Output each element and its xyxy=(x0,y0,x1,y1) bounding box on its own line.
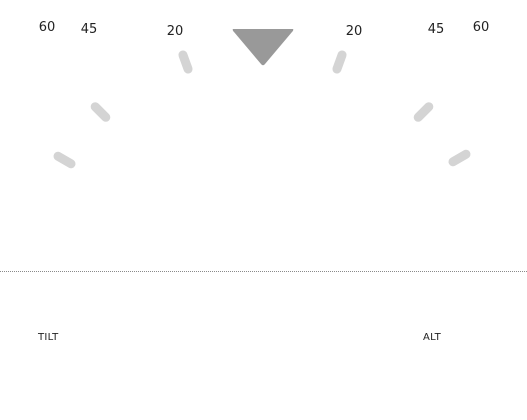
scale-label-left-20: 20 xyxy=(166,24,184,39)
alt-label: ALT xyxy=(423,332,442,343)
tilt-label: TILT xyxy=(38,332,59,343)
scale-tick-left-20 xyxy=(177,49,194,75)
scale-tick-right-60 xyxy=(446,148,473,168)
pointer-triangle-icon xyxy=(232,29,294,66)
scale-label-left-60: 60 xyxy=(38,20,56,35)
scale-tick-right-20 xyxy=(331,49,348,75)
scale-tick-left-60 xyxy=(51,150,78,170)
scale-label-left-45: 45 xyxy=(80,22,98,37)
scale-tick-left-45 xyxy=(88,100,113,124)
scale-label-right-60: 60 xyxy=(472,20,490,35)
horizon-line xyxy=(0,271,527,272)
scale-label-right-20: 20 xyxy=(345,24,363,39)
scale-label-right-45: 45 xyxy=(427,22,445,37)
scale-tick-right-45 xyxy=(411,100,436,124)
